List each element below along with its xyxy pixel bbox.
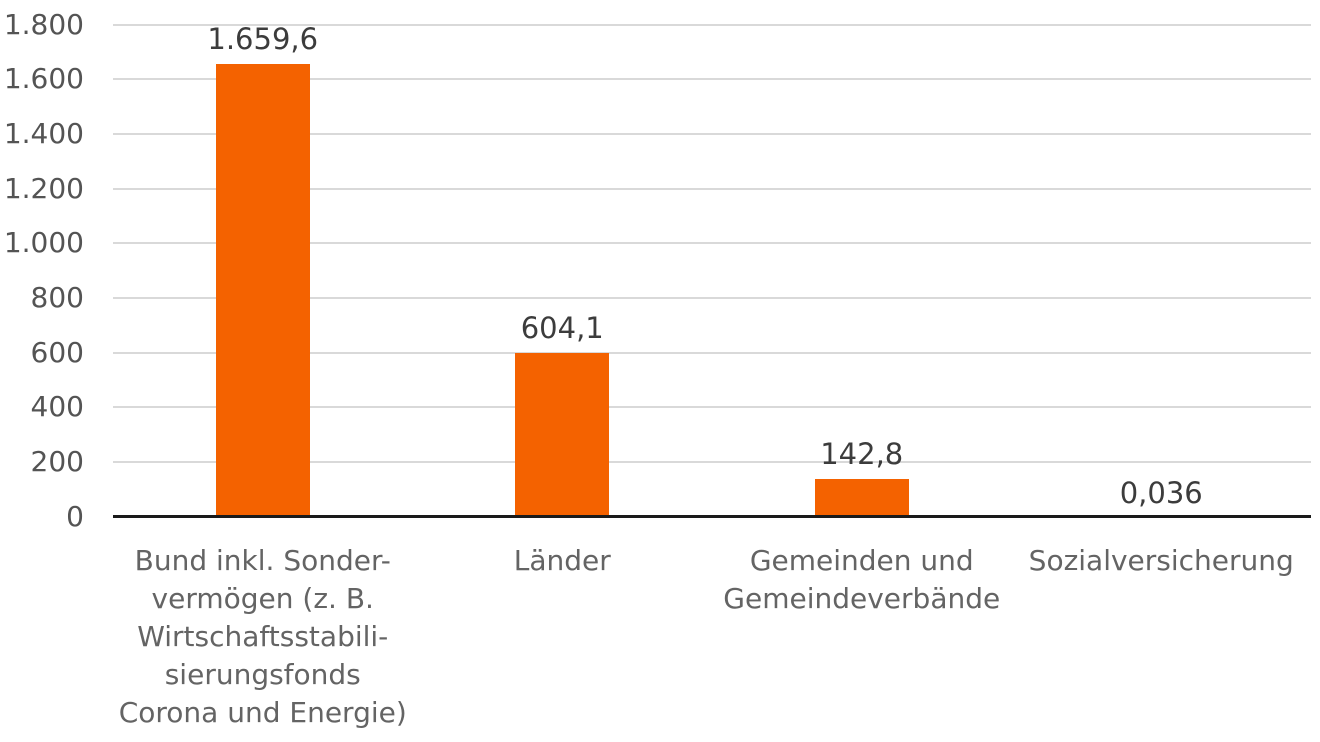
gridline [113,242,1311,245]
value-label-1: 604,1 [520,310,604,345]
y-tick-label: 1.000 [3,226,84,260]
gridline [113,132,1311,135]
gridline [113,296,1311,299]
category-label-3: Sozialversicherung [996,542,1320,580]
x-axis-line [113,515,1311,518]
y-tick-label: 0 [66,499,84,533]
category-label-line: vermögen (z. B. [151,582,374,615]
bar-2 [814,478,909,518]
y-tick-label: 1.200 [3,171,84,205]
y-tick-label: 600 [30,335,84,369]
gridline [113,351,1311,354]
y-tick-label: 800 [30,280,84,314]
category-label-line: Bund inkl. Sonder- [134,544,391,577]
y-tick-label: 1.400 [3,116,84,150]
category-label-line: Wirtschaftsstabili- [137,620,389,653]
gridline [113,406,1311,409]
gridline [113,187,1311,190]
category-label-line: sierungsfonds [164,658,361,691]
category-label-line: Länder [513,544,611,577]
gridline [113,23,1311,26]
gridline [113,78,1311,81]
category-label-2: Gemeinden und Gemeindeverbände [697,542,1027,618]
category-label-line: Corona und Energie) [118,696,407,729]
category-label-line: Sozialversicherung [1028,544,1294,577]
bar-1 [515,352,610,518]
category-label-line: Gemeindeverbände [723,582,1001,615]
category-label-1: Länder [397,542,727,580]
category-label-line: Gemeinden und [749,544,974,577]
value-label-3: 0,036 [1119,475,1203,510]
category-label-0: Bund inkl. Sonder-vermögen (z. B. Wirtsch… [98,542,428,732]
value-label-0: 1.659,6 [207,22,319,57]
value-label-2: 142,8 [820,436,904,471]
y-tick-label: 200 [30,444,84,478]
gridline [113,460,1311,463]
bar-0 [215,64,310,518]
y-tick-label: 1.600 [3,62,84,96]
y-tick-label: 1.800 [3,7,84,41]
y-tick-label: 400 [30,390,84,424]
